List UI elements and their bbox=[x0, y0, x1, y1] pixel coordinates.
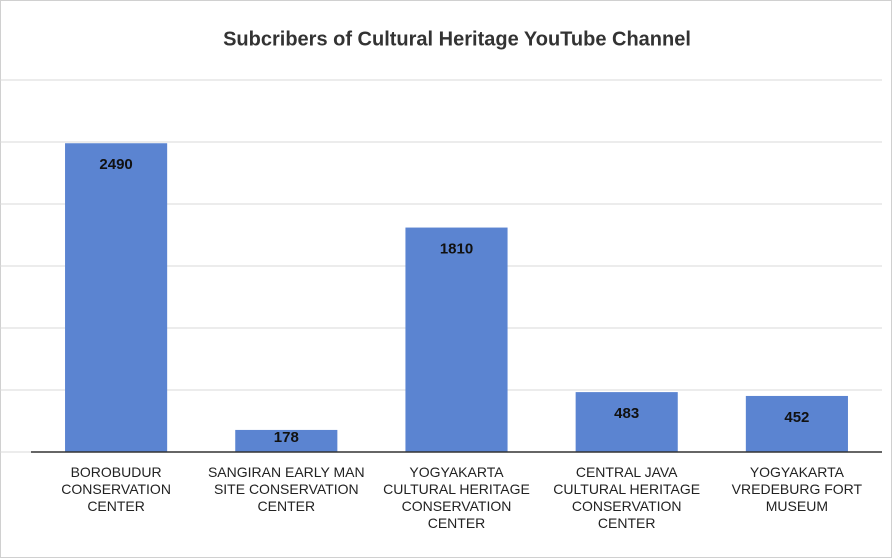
data-label: 1810 bbox=[440, 241, 473, 258]
data-label: 452 bbox=[784, 409, 809, 426]
bar bbox=[235, 429, 338, 452]
chart-title: Subcribers of Cultural Heritage YouTube … bbox=[223, 28, 691, 50]
bar bbox=[575, 392, 678, 452]
data-label: 178 bbox=[274, 429, 299, 446]
bar bbox=[745, 395, 848, 452]
x-tick-label: SANGIRAN EARLY MAN SITE CONSERVATION CEN… bbox=[207, 464, 365, 514]
x-tick-label: CENTRAL JAVA CULTURAL HERITAGE CONSERVAT… bbox=[553, 464, 701, 531]
bar bbox=[405, 227, 508, 452]
x-tick-label: BOROBUDUR CONSERVATION CENTER bbox=[61, 464, 171, 514]
data-label: 2490 bbox=[99, 156, 132, 173]
x-tick-label: YOGYAKARTA CULTURAL HERITAGE CONSERVATIO… bbox=[383, 464, 530, 531]
x-tick-label: YOGYAKARTA VREDEBURG FORT MUSEUM bbox=[731, 464, 863, 514]
bar bbox=[65, 143, 168, 453]
data-label: 483 bbox=[614, 405, 639, 422]
